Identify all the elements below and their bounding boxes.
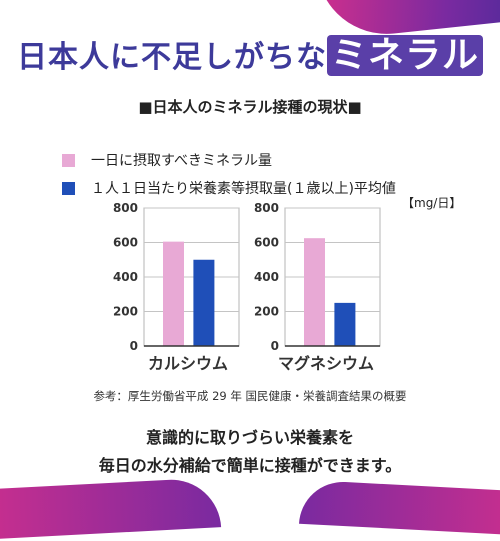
y-tick-label: 0 <box>130 339 138 350</box>
unit-label: 【mg/日】 <box>402 196 462 210</box>
y-tick-label: 800 <box>254 201 279 215</box>
y-tick-label: 200 <box>254 305 279 319</box>
y-tick-label: 800 <box>113 201 138 215</box>
chart-subtitle: ■日本人のミネラル接種の現状■ <box>138 98 362 116</box>
y-tick-label: 400 <box>254 270 279 284</box>
legend-entry-actual: １人１日当たり栄養素等摂取量(１歳以上)平均値 <box>62 174 396 202</box>
y-tick-label: 200 <box>113 305 138 319</box>
category-label-magnesium: マグネシウム <box>278 354 375 373</box>
legend-label-recommended: 一日に摂取すべきミネラル量 <box>91 153 273 169</box>
magnesium-bar-series-0 <box>304 238 325 346</box>
title-main: 日本人に不足しがちな <box>16 40 327 75</box>
decor-gradient-bottom-left <box>0 477 222 541</box>
chart-legend: 一日に摂取すべきミネラル量 １人１日当たり栄養素等摂取量(１歳以上)平均値 <box>62 146 396 202</box>
y-tick-label: 0 <box>271 339 279 350</box>
message-line-2: 毎日の水分補給で簡単に接種ができます。 <box>98 456 402 475</box>
page-title: 日本人に不足しがちな ミネラル <box>0 26 500 78</box>
magnesium-chart: 0 200 400 600 800 <box>254 201 381 350</box>
legend-label-actual: １人１日当たり栄養素等摂取量(１歳以上)平均値 <box>91 181 396 197</box>
calcium-bar-series-1 <box>193 259 215 346</box>
y-tick-label: 400 <box>113 270 138 284</box>
legend-swatch-pink <box>62 153 75 167</box>
calcium-chart: 0 200 400 600 800 <box>113 201 240 350</box>
message-line-1: 意識的に取りづらい栄養素を <box>145 428 354 447</box>
category-label-calcium: カルシウム <box>148 354 229 373</box>
legend-entry-recommended: 一日に摂取すべきミネラル量 <box>62 146 396 174</box>
title-accent: ミネラル <box>326 35 483 76</box>
legend-swatch-blue <box>62 181 75 195</box>
y-tick-label: 600 <box>113 236 138 250</box>
y-tick-label: 600 <box>254 236 279 250</box>
decor-gradient-bottom-right <box>299 479 500 537</box>
reference-note: 参考：厚生労働省平成 29 年 国民健康・栄養調査結果の概要 <box>93 389 407 403</box>
calcium-bar-series-0 <box>163 241 184 346</box>
magnesium-bar-series-1 <box>334 302 356 346</box>
